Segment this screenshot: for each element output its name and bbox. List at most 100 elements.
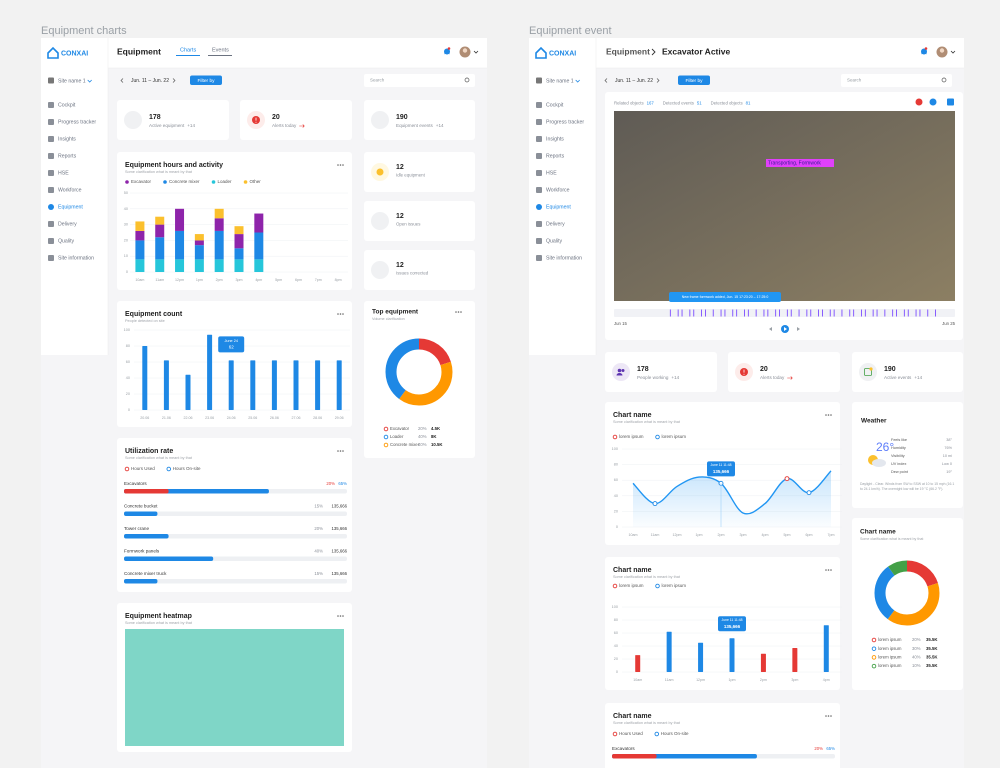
legend-label: Excavator [390,426,410,431]
legend-label: lorem ipsum [662,434,687,439]
nav-icon [48,238,54,244]
timeline-event [822,309,823,317]
nav-item[interactable]: Quality [546,238,563,244]
filter-label[interactable]: Filter by [197,78,215,84]
icon-alert [915,98,923,106]
nav-item[interactable]: Insights [546,136,564,142]
nav-item[interactable]: Equipment [58,204,83,210]
stat-value: 12 [396,262,404,269]
arrow-prev [120,78,124,83]
bar-segment [194,234,204,241]
chevron [575,79,580,83]
timeline-event [790,309,792,317]
stat-icon-bg [124,111,142,129]
bar-segment [135,259,145,272]
nav-icon [48,136,54,142]
nav-item[interactable]: Site information [546,255,582,261]
nav-item[interactable]: Cockpit [546,102,564,108]
bar-segment [234,248,244,260]
legend-amount: 8K [431,434,437,439]
timeline-event [818,309,819,317]
notification-dot [447,47,451,50]
stat-label: Alerts today [760,375,785,380]
timeline-event [786,309,788,317]
legend-swatch [871,655,877,660]
donut-segment [874,560,940,626]
menu-dot [825,715,827,717]
menu-dot [825,569,827,571]
x-tick-label: 6pm [295,278,302,282]
timeline-event [884,309,886,317]
nav-item[interactable]: HSE [546,170,557,176]
timeline-start: Jun 15 [614,321,628,326]
nav-item[interactable]: Cockpit [58,102,76,108]
card-subtitle: Some clarification what is meant by that [613,420,681,424]
menu-dot [342,313,344,315]
site-name[interactable]: Site name 1 [546,78,574,84]
timeline-event [763,309,765,317]
x-tick-label: 5pm [275,278,282,282]
nav-item[interactable]: Insights [58,136,76,142]
tab[interactable]: Charts [180,47,196,53]
search-box[interactable] [364,74,475,87]
bar-segment [254,213,264,233]
card [852,402,963,508]
bar-segment [234,226,244,235]
nav-icon [48,102,54,108]
alert-mark [743,369,745,373]
bar-segment [194,240,204,246]
filter-label[interactable]: Filter by [685,78,703,84]
card [364,301,475,458]
card [364,201,475,241]
nav-item[interactable]: Delivery [58,221,77,227]
legend-amount: 4.5K [431,426,441,431]
bar [792,647,798,672]
people-icon [621,369,625,372]
nav-item[interactable]: Delivery [546,221,565,227]
x-tick-label: 1pm [196,278,203,282]
legend-swatch [612,731,618,737]
nav-icon [536,153,542,159]
stat-icon-bg [859,363,877,381]
next-button[interactable] [797,327,800,331]
icon-info [929,98,937,106]
nav-item[interactable]: Progress tracker [58,119,96,125]
y-tick-label: 0 [128,408,130,412]
x-tick-label: 25.06 [248,416,257,420]
bar [612,754,657,759]
nav-item[interactable]: Equipment [546,204,571,210]
nav-item[interactable]: Reports [58,153,77,159]
nav-item[interactable]: Reports [546,153,565,159]
stat-icon-bg [612,363,630,381]
timeline-event [775,309,777,317]
nav-icon [536,170,542,176]
nav-item[interactable]: Workforce [546,187,570,193]
bar [163,360,169,410]
search-box[interactable] [841,74,952,87]
nav-icon [48,221,54,227]
date-range[interactable]: Jun. 11 – Jun. 22 [131,78,169,84]
nav-item[interactable]: HSE [58,170,69,176]
legend-swatch [125,180,129,184]
tooltip [218,336,245,353]
bar [315,360,321,410]
site-name[interactable]: Site name 1 [58,78,86,84]
search-icon [464,77,470,83]
date-range[interactable]: Jun. 11 – Jun. 22 [615,78,653,84]
nav-icon [536,119,542,125]
filter-button[interactable] [190,75,222,86]
nav-item[interactable]: Workforce [58,187,82,193]
weather-key: Visibility [891,454,905,458]
nav-item[interactable]: Site information [58,255,94,261]
prev-button[interactable] [769,327,772,331]
x-tick-label: 4pm [762,533,769,537]
x-tick-label: 3pm [791,678,798,682]
tab[interactable]: Events [212,47,229,53]
filter-button[interactable] [678,75,710,86]
bar-segment [155,224,165,238]
nav-item[interactable]: Quality [58,238,75,244]
timeline-event [810,309,812,317]
y-tick-label: 80 [614,463,618,467]
nav-item[interactable]: Progress tracker [546,119,584,125]
timeline-event [833,309,835,317]
